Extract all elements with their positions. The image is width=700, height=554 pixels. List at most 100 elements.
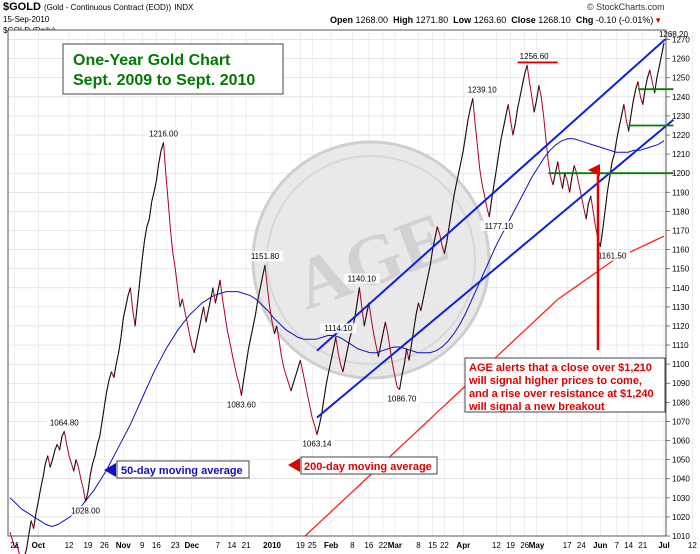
exchange: INDX: [174, 3, 194, 12]
ma200-label: 200-day moving average: [304, 461, 432, 473]
x-tick-label: 22: [379, 541, 388, 550]
price-label: 1083.60: [227, 400, 256, 409]
symbol-description: (Gold - Continuous Contract (EOD)): [43, 3, 172, 12]
x-tick-label: 2010: [263, 541, 281, 550]
ma50-arrow-icon: [104, 463, 116, 477]
alert-line-3: and a rise over resistance at $1,240: [469, 388, 654, 400]
x-tick-label: 19: [83, 541, 92, 550]
price-series: [9, 42, 665, 554]
y-tick-label: 1030: [672, 494, 690, 503]
y-tick-label: 1210: [672, 150, 690, 159]
chg-label: Chg: [575, 15, 594, 25]
price-label: 1216.00: [149, 130, 178, 139]
price-label: 1268.20: [659, 30, 688, 39]
x-axis: 21 Oct 12 19 26 Nov 9 16 23 Dec 7 14 21 2010 19 25 Feb 8 1…: [10, 541, 700, 550]
x-tick-label: Mar: [388, 541, 402, 550]
title-line-1: One-Year Gold Chart: [73, 52, 231, 69]
y-tick-label: 1260: [672, 55, 690, 64]
ohlc-bar: Open 1268.00 High 1271.80 Low 1263.60 Cl…: [330, 15, 660, 26]
price-label-bg: [145, 128, 182, 139]
price-label-bg: [298, 438, 336, 449]
x-tick-label: Oct: [32, 541, 46, 550]
y-tick-label: 1040: [672, 475, 690, 484]
alert-line-2: will signal higher prices to come,: [468, 375, 642, 387]
x-tick-label: 24: [577, 541, 586, 550]
y-tick-label: 1220: [672, 131, 690, 140]
price-label-bg: [246, 251, 284, 262]
y-tick-label: 1130: [672, 303, 690, 312]
x-tick-label: 21: [10, 541, 19, 550]
y-tick-label: 1270: [672, 36, 690, 45]
alert-line-4: will signal a new breakout: [468, 401, 605, 413]
x-tick-label: Jul: [658, 541, 670, 550]
y-tick-label: 1050: [672, 456, 690, 465]
x-tick-label: 19: [506, 541, 515, 550]
y-tick-label: 1080: [672, 398, 690, 407]
alert-arrow-icon: [588, 164, 600, 176]
x-tick-label: 12: [492, 541, 501, 550]
x-tick-label: 7: [615, 541, 620, 550]
ma50-path: [9, 138, 665, 528]
price-label-bg: [593, 250, 631, 261]
price-label: 1063.14: [302, 440, 331, 449]
ma50-line: [9, 138, 665, 528]
stockcharts-logo[interactable]: © StockCharts.com: [587, 2, 665, 12]
price-label-bg: [46, 417, 83, 428]
high-label: High: [393, 15, 414, 25]
symbol-title: $GOLD (Gold - Continuous Contract (EOD))…: [3, 1, 193, 13]
x-tick-label: Jun: [593, 541, 607, 550]
x-tick-label: 9: [140, 541, 145, 550]
y-tick-label: 1180: [672, 207, 690, 216]
y-tick-label: 1230: [672, 112, 690, 121]
price-label: 1161.50: [598, 252, 627, 261]
x-tick-label: 21: [638, 541, 647, 550]
price-label: 1151.80: [251, 252, 280, 261]
x-tick-label: 14: [624, 541, 633, 550]
y-tick-label: 1110: [672, 341, 689, 350]
down-arrow-icon: ▾: [655, 15, 661, 25]
open-label: Open: [330, 15, 354, 25]
price-label-bg: [383, 393, 421, 404]
y-tick-label: 1170: [672, 226, 690, 235]
x-tick-label: 14: [227, 541, 236, 550]
close-value: 1268.10: [538, 15, 571, 25]
ma200-arrow-icon: [288, 458, 300, 472]
x-tick-label: Nov: [116, 541, 132, 550]
x-tick-label: Feb: [324, 541, 338, 550]
price-label: 1028.00: [71, 507, 100, 516]
price-label-bg: [516, 51, 553, 62]
x-tick-label: 12: [688, 541, 697, 550]
y-tick-label: 1100: [672, 360, 690, 369]
price-label-bg: [223, 399, 260, 410]
alert-line-1: AGE alerts that a close over $1,210: [469, 362, 652, 374]
x-tick-label: Apr: [456, 541, 470, 550]
title-box: One-Year Gold Chart Sept. 2009 to Sept. …: [62, 43, 284, 95]
trend-channel-line-2: [316, 118, 675, 419]
x-tick-label: 12: [65, 541, 74, 550]
y-tick-label: 1250: [672, 74, 690, 83]
x-tick-label: 22: [440, 541, 449, 550]
price-label: 1086.70: [387, 395, 416, 404]
x-tick-label: Dec: [184, 541, 199, 550]
y-tick-label: 1150: [672, 265, 690, 274]
y-tick-label: 1120: [672, 322, 690, 331]
x-tick-label: 7: [216, 541, 221, 550]
y-tick-label: 1090: [672, 379, 690, 388]
chg-value: -0.10 (-0.01%): [595, 15, 654, 25]
price-labels: 1064.80 1028.00 1216.00 1083.60 1151.80 1063.…: [46, 28, 692, 516]
ma200-annotation: 200-day moving average: [288, 456, 438, 475]
y-tick-label: 1200: [672, 169, 690, 178]
high-value: 1271.80: [415, 15, 449, 25]
alert-annotation: AGE alerts that a close over $1,210 will…: [464, 164, 666, 413]
price-label-bg: [655, 28, 692, 39]
y-tick-label: 1060: [672, 437, 690, 446]
title-line-2: Sept. 2009 to Sept. 2010: [73, 72, 255, 89]
low-label: Low: [453, 15, 472, 25]
price-label: 1256.60: [520, 52, 549, 61]
price-up-segments: [14, 42, 665, 554]
age-coin-watermark: AGE: [251, 140, 491, 380]
ma50-annotation: 50-day moving average: [104, 460, 250, 479]
price-label: 1239.10: [468, 86, 497, 95]
plot-border: [7, 29, 667, 537]
